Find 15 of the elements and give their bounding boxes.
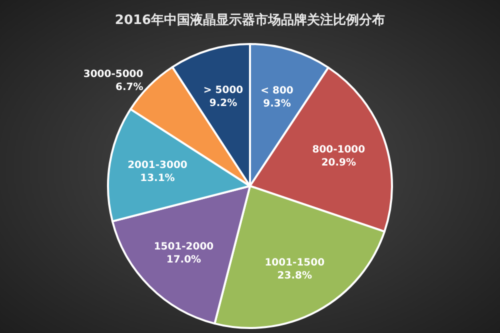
data-label: 9.3% (263, 98, 291, 110)
data-label: 13.1% (140, 173, 175, 184)
slice-label: < 800 (260, 85, 294, 96)
slice-label: 2001-3000 (128, 160, 188, 172)
slice-label: 800-1000 (312, 144, 366, 156)
data-label: 9.2% (209, 98, 238, 110)
data-label: 20.9% (321, 158, 356, 169)
slice-label: 3000-5000 (83, 68, 144, 80)
slice-label: > 5000 (203, 85, 244, 96)
slice-label: 1501-2000 (154, 241, 214, 252)
data-label: 17.0% (166, 254, 202, 266)
data-label: 23.8% (277, 270, 312, 282)
data-label: 6.7% (116, 82, 144, 93)
slice-label: 1001-1500 (264, 257, 325, 268)
chart-title: 2016年中国液晶显示器市场品牌关注比例分布 (114, 12, 386, 28)
